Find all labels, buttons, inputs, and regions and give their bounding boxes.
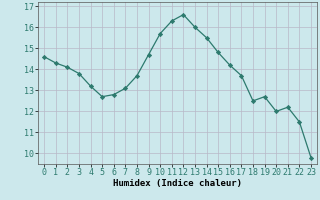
X-axis label: Humidex (Indice chaleur): Humidex (Indice chaleur)	[113, 179, 242, 188]
